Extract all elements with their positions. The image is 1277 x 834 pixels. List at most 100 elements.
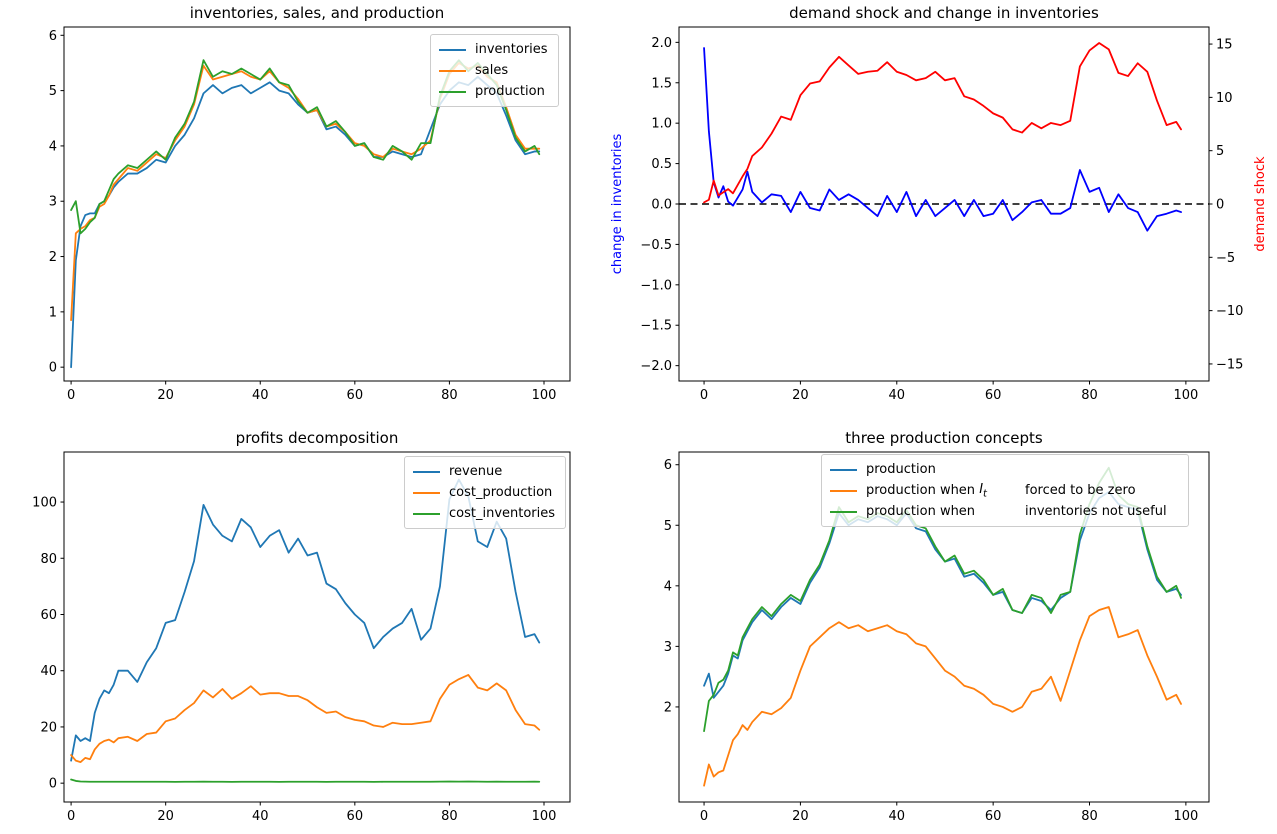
x-tick-label: 40 [252,809,269,824]
y-tick-label-right: −15 [1216,357,1243,372]
legend-item-production: production [439,81,548,102]
legend: revenue cost_production cost_inventories [404,456,567,529]
legend-item-sales: sales [439,60,548,81]
legend-line-sample [830,468,857,471]
x-tick-label: 20 [792,388,809,403]
x-tick-label: 0 [700,388,708,403]
legend-line-sample [830,489,857,492]
legend-line-sample [439,48,466,51]
legend-label: production [866,462,936,477]
x-tick-label: 60 [985,388,1002,403]
y-tick-label: 2 [664,700,672,715]
y-tick-label: 100 [32,496,57,511]
x-tick-label: 0 [700,809,708,824]
legend-line-sample [413,470,440,473]
legend-label-2: forced to be zero [1025,483,1136,498]
chart-title-demand-shock: demand shock and change in inventories [789,4,1099,22]
legend-item-production_inventories_not_useful: production when inventories not useful [830,501,1178,522]
y-tick-label: 0 [49,361,57,376]
legend-label: cost_inventories [449,506,556,521]
y-axis-label-right: demand shock [1253,156,1268,252]
chart-demand-shock-change-in-inventories: 0 20 40 60 80 1002.01.51.00.50.0−0.5−1.0−1.5−… [610,26,1268,403]
chart-title-inventories-sales-production: inventories, sales, and production [189,4,445,22]
legend-line-sample [439,69,466,72]
legend: inventories sales production [430,34,559,107]
y-tick-label: 40 [40,664,57,679]
legend-label: revenue [449,464,503,479]
y-tick-label-right: 10 [1216,91,1233,106]
legend-label: production when [866,504,976,519]
y-tick-label: −1.5 [640,319,672,334]
series-demand_shock-line [703,42,1182,204]
x-tick-label: 80 [441,388,458,403]
y-tick-label: 0.0 [651,198,672,213]
y-tick-label: 1 [49,305,57,320]
y-tick-label: 0 [49,777,57,792]
x-tick-label: 20 [157,809,174,824]
y-tick-label: 60 [40,608,57,623]
series-change_in_inventories-line [703,47,1182,232]
x-tick-label: 20 [157,388,174,403]
legend-line-sample [413,491,440,494]
x-tick-label: 100 [532,388,557,403]
y-tick-label-right: 0 [1216,198,1224,213]
x-tick-label: 0 [67,388,75,403]
legend-label: sales [475,63,509,78]
legend-item-cost_inventories: cost_inventories [413,503,555,524]
legend-label: cost_production [449,485,553,500]
legend-item-cost_production: cost_production [413,482,555,503]
legend-label-2: inventories not useful [1025,504,1167,519]
y-tick-label: 5 [49,84,57,99]
legend-item-revenue: revenue [413,461,555,482]
y-tick-label: 0.5 [651,157,672,172]
legend-label: production [475,84,545,99]
series-inventories-line [70,75,541,369]
x-tick-label: 60 [985,809,1002,824]
x-tick-label: 60 [347,388,364,403]
y-tick-label: 3 [664,640,672,655]
x-tick-label: 40 [889,809,906,824]
y-tick-label: 4 [664,579,672,594]
y-tick-label: 80 [40,552,57,567]
y-tick-label: 3 [49,195,57,210]
series-production_forced_zero-line [703,606,1182,787]
y-tick-label: 2 [49,250,57,265]
y-tick-label: 2.0 [651,36,672,51]
y-tick-label: 20 [40,720,57,735]
y-tick-label: 1.0 [651,117,672,132]
legend-item-production_forced_zero: production when It forced to be zero [830,480,1178,501]
series-cost_production-line [70,674,541,763]
legend: production production when It forced to be… [821,454,1189,527]
x-tick-label: 100 [1173,809,1198,824]
x-tick-label: 20 [792,809,809,824]
legend-line-sample [413,512,440,515]
x-tick-label: 100 [1173,388,1198,403]
y-tick-label: −2.0 [640,359,672,374]
y-tick-label: 6 [664,458,672,473]
y-tick-label: −0.5 [640,238,672,253]
legend-item-production: production [830,459,1178,480]
x-tick-label: 40 [252,388,269,403]
y-tick-label: 1.5 [651,76,672,91]
y-tick-label-right: 5 [1216,144,1224,159]
x-tick-label: 0 [67,809,75,824]
legend-line-sample [830,510,857,513]
legend-math-label: It [979,481,987,500]
legend-label: production when [866,483,980,498]
y-tick-label: −1.0 [640,278,672,293]
x-tick-label: 100 [532,809,557,824]
y-tick-label: 6 [49,29,57,44]
legend-label: inventories [475,42,548,57]
y-axis-label-left: change in inventories [610,134,625,275]
legend-item-inventories: inventories [439,39,548,60]
x-tick-label: 80 [1081,388,1098,403]
chart-title-profits-decomposition: profits decomposition [235,429,399,447]
x-tick-label: 80 [1081,809,1098,824]
y-tick-label-right: −5 [1216,251,1235,266]
x-tick-label: 60 [347,809,364,824]
legend-line-sample [439,90,466,93]
x-tick-label: 80 [441,809,458,824]
y-tick-label-right: 15 [1216,38,1233,53]
y-tick-label-right: −10 [1216,304,1243,319]
